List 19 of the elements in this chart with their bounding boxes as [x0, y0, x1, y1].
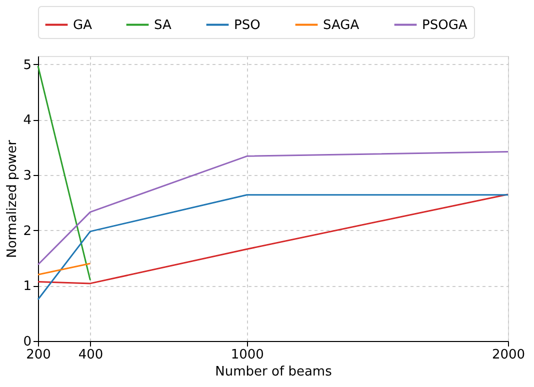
- y-tick-label: 4: [23, 113, 32, 128]
- legend-label: GA: [73, 18, 92, 33]
- line-series: [37, 150, 509, 266]
- y-tick-label: 3: [23, 168, 32, 184]
- y-tick-label: 0: [23, 334, 32, 350]
- line-series: [37, 194, 509, 284]
- legend-label: SAGA: [323, 18, 360, 33]
- legend-label: PSO: [234, 18, 260, 33]
- x-tick-label: 400: [78, 348, 104, 362]
- x-tick-label: 200: [26, 348, 51, 362]
- x-tick-label: 1000: [230, 348, 264, 362]
- y-tick-label: 1: [23, 279, 32, 294]
- legend-label: SA: [154, 18, 172, 33]
- y-tick-label: 5: [23, 58, 32, 73]
- x-tick-label: 2000: [492, 348, 526, 362]
- legend-label: PSOGA: [422, 18, 468, 33]
- x-axis-title: Number of beams: [215, 364, 332, 380]
- y-axis-title: Normalized power: [5, 139, 20, 258]
- y-tick-label: 2: [23, 224, 32, 239]
